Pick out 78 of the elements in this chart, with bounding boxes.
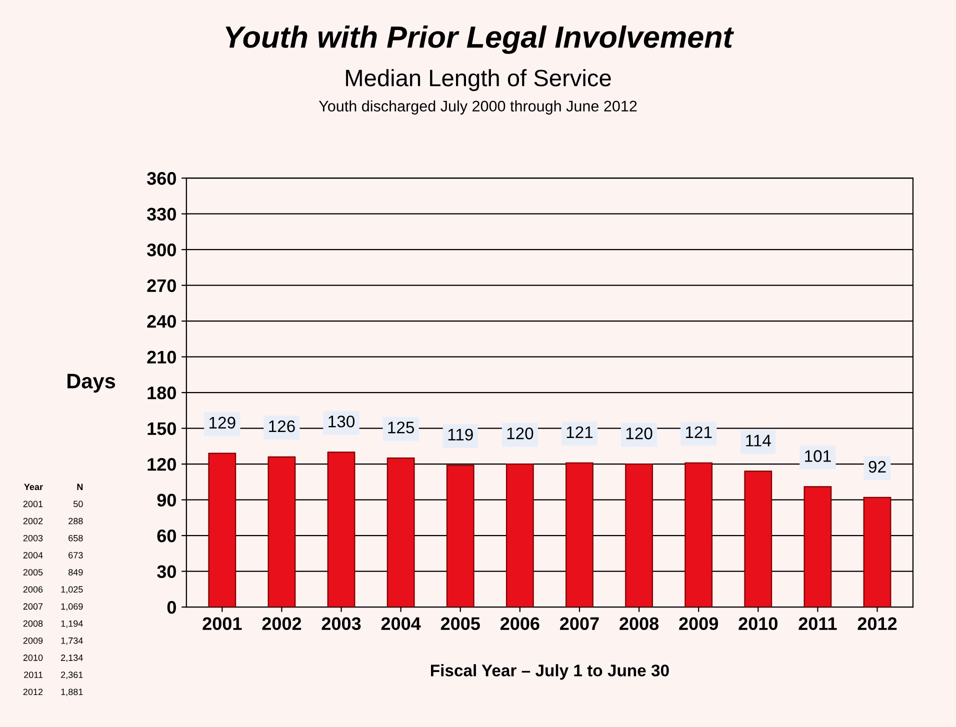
data-label: 129: [210, 416, 236, 429]
x-tick-label: 2001: [202, 617, 242, 630]
chart-subtitle: Median Length of Service Youth discharged July 2000 through June 2012: [318, 69, 637, 115]
x-tick-label: 2004: [381, 617, 421, 630]
bar: [327, 452, 356, 608]
text: 1,025: [61, 586, 83, 594]
text: N: [77, 484, 83, 490]
text: 2003: [23, 534, 43, 542]
x-tick-label: 2003: [322, 617, 361, 630]
y-axis-title: Days: [68, 374, 116, 393]
y-tick-label: 180: [148, 386, 176, 400]
x-tick-label: 2006: [500, 617, 540, 630]
text: 2011: [24, 672, 43, 678]
y-tick-label: 90: [157, 494, 176, 507]
text: 1,194: [61, 620, 83, 628]
bar: [208, 452, 236, 608]
x-tick-label: 2007: [560, 617, 599, 630]
bar: [446, 464, 474, 608]
data-label: 120: [507, 428, 534, 440]
text: 2,134: [61, 654, 83, 662]
data-label: 114: [746, 434, 771, 446]
y-tick-label: 150: [148, 422, 176, 436]
text: Year: [24, 484, 43, 490]
data-label: 101: [805, 450, 831, 462]
text: 2005: [23, 569, 43, 576]
text: 1,069: [61, 603, 83, 611]
data-label: 120: [626, 428, 652, 440]
bar: [506, 464, 534, 608]
text: 50: [73, 500, 83, 508]
text: 2002: [23, 518, 43, 524]
data-label: 126: [269, 420, 295, 432]
text: 1,881: [61, 688, 83, 696]
x-tick-label: 2005: [440, 617, 480, 630]
text: 2006: [23, 586, 43, 593]
y-tick-label: 0: [167, 600, 176, 614]
bar: [566, 462, 594, 608]
text: 2004: [23, 552, 43, 558]
y-tick-label: 240: [147, 315, 176, 328]
x-axis-title: Fiscal Year – July 1 to June 30: [431, 664, 669, 680]
y-tick-label: 270: [147, 279, 176, 292]
text: 2009: [23, 637, 43, 644]
text: 2007: [23, 603, 43, 610]
x-tick-label: 2002: [262, 617, 302, 630]
y-tick-label: 30: [157, 565, 176, 578]
text: 673: [68, 552, 83, 558]
bar: [863, 496, 892, 608]
text: 2,361: [61, 672, 83, 680]
data-label: 119: [448, 428, 473, 441]
data-label: 92: [868, 460, 886, 473]
bar: [744, 470, 772, 608]
x-tick-label: 2009: [679, 617, 718, 630]
bar: [386, 458, 415, 608]
y-tick-label: 120: [148, 458, 176, 471]
text: 849: [68, 569, 83, 576]
text: 2012: [23, 688, 43, 696]
y-tick-label: 360: [146, 172, 176, 185]
y-tick-label: 330: [146, 208, 176, 221]
y-tick-label: 60: [157, 529, 176, 542]
data-label: 121: [566, 426, 593, 438]
text: 288: [68, 518, 83, 524]
data-label: 130: [328, 416, 355, 428]
x-tick-label: 2010: [738, 617, 778, 630]
bar: [804, 486, 832, 608]
x-tick-label: 2011: [798, 617, 837, 630]
text: 2001: [23, 500, 43, 508]
x-tick-label: 2008: [620, 617, 659, 630]
x-tick-label: 2012: [858, 617, 897, 630]
data-label: 125: [388, 422, 414, 434]
y-tick-label: 300: [146, 244, 176, 256]
text: 2010: [23, 654, 43, 661]
bar: [625, 464, 653, 608]
chart-title: Youth with Prior Legal Involvement: [226, 25, 734, 54]
bar: [684, 462, 713, 608]
y-tick-label: 210: [147, 350, 176, 364]
text: 1,734: [61, 637, 83, 645]
text: 658: [68, 534, 83, 542]
data-label: 121: [686, 426, 712, 438]
bar: [268, 456, 296, 608]
